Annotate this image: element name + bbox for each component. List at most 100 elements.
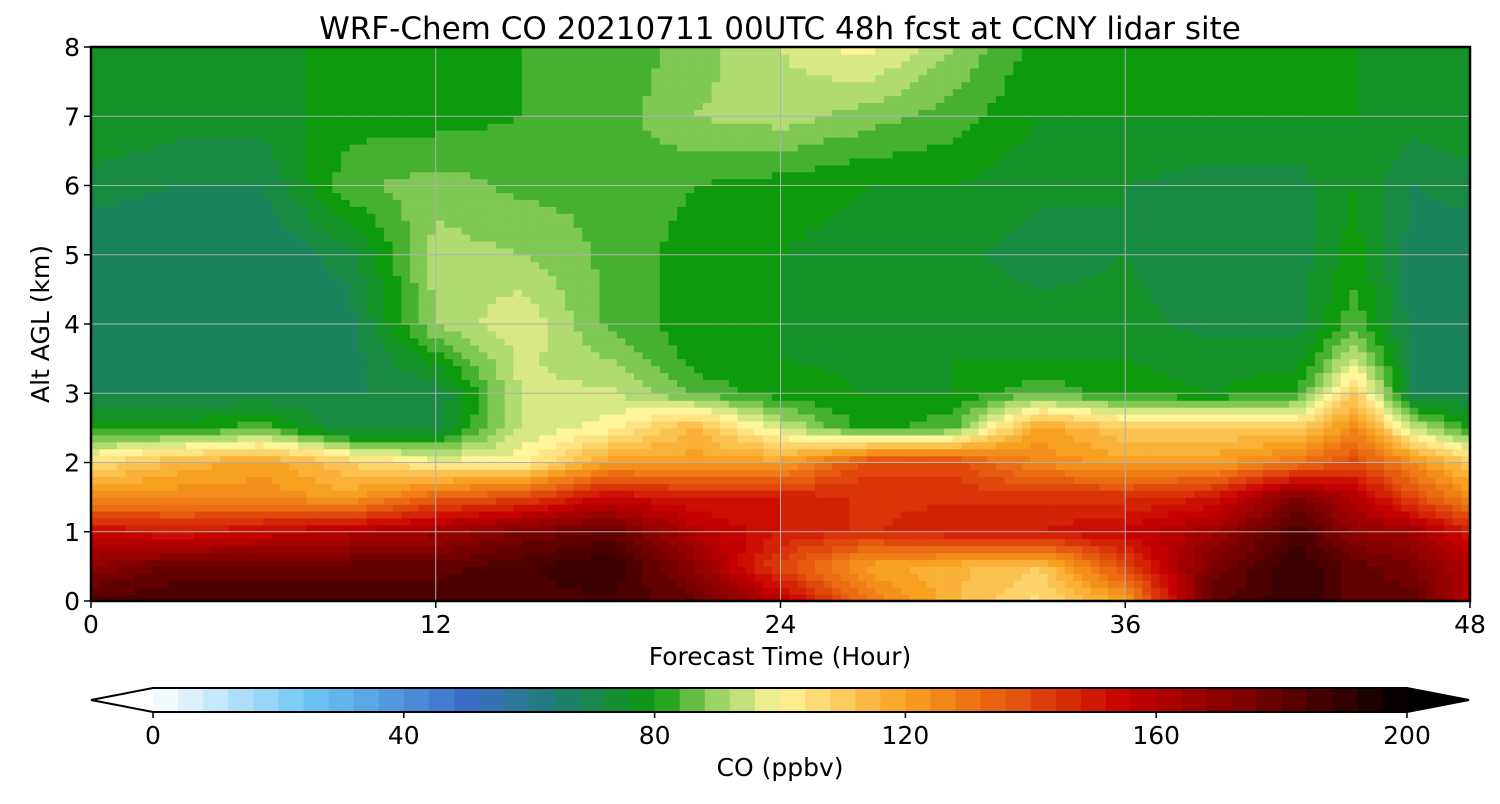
heatmap-cell <box>384 559 394 567</box>
heatmap-cell <box>194 587 204 595</box>
heatmap-cell <box>513 538 523 547</box>
heatmap-cell <box>461 538 471 547</box>
heatmap-cell <box>1418 552 1428 561</box>
heatmap-cell <box>1461 587 1470 595</box>
heatmap-cell <box>789 497 799 505</box>
heatmap-cell <box>1340 531 1350 540</box>
heatmap-cell <box>840 552 851 561</box>
heatmap-cell <box>271 469 282 477</box>
heatmap-cell <box>1340 448 1350 457</box>
heatmap-cell <box>625 510 635 519</box>
heatmap-cell <box>694 386 704 394</box>
heatmap-cell <box>771 462 782 471</box>
heatmap-cell <box>159 414 170 422</box>
heatmap-cell <box>1125 531 1135 540</box>
heatmap-cell <box>858 580 868 588</box>
heatmap-cell <box>142 407 152 415</box>
heatmap-cell <box>1245 566 1256 574</box>
heatmap-cell <box>504 552 514 561</box>
heatmap-cell <box>1082 393 1092 401</box>
heatmap-cell <box>530 441 540 450</box>
heatmap-cell <box>1444 490 1454 498</box>
heatmap-cell <box>832 531 842 540</box>
heatmap-cell <box>1013 448 1023 457</box>
heatmap-cell <box>797 420 807 429</box>
heatmap-cell <box>582 573 592 581</box>
heatmap-cell <box>332 504 342 512</box>
heatmap-cell <box>728 462 739 471</box>
heatmap-cell <box>418 504 428 512</box>
heatmap-cell <box>1375 407 1385 415</box>
heatmap-cell <box>194 448 204 457</box>
heatmap-cell <box>263 594 273 601</box>
heatmap-cell <box>1297 517 1307 526</box>
heatmap-cell <box>987 420 997 429</box>
heatmap-cell <box>358 441 368 450</box>
heatmap-cell <box>108 566 118 574</box>
heatmap-cell <box>306 448 316 457</box>
heatmap-cell <box>1289 566 1299 574</box>
heatmap-cell <box>806 504 816 512</box>
heatmap-cell <box>1194 434 1204 443</box>
heatmap-cell <box>1004 393 1014 401</box>
heatmap-cell <box>1332 517 1342 526</box>
heatmap-cell <box>763 420 773 429</box>
heatmap-cell <box>1039 386 1049 394</box>
heatmap-cell <box>1220 531 1230 540</box>
heatmap-cell <box>659 407 670 415</box>
heatmap-cell <box>1004 573 1014 581</box>
heatmap-cell <box>452 434 463 443</box>
heatmap-cell <box>263 587 273 595</box>
heatmap-cell <box>927 455 937 464</box>
heatmap-cell <box>1357 573 1368 581</box>
heatmap-cell <box>185 524 196 533</box>
heatmap-cell <box>203 552 213 561</box>
heatmap-cell <box>1108 573 1118 581</box>
heatmap-cell <box>901 573 911 581</box>
heatmap-cell <box>970 469 980 477</box>
heatmap-cell <box>737 476 747 484</box>
heatmap-cell <box>1401 407 1411 415</box>
heatmap-cell <box>789 545 799 554</box>
heatmap-cell <box>599 573 609 581</box>
heatmap-cell <box>134 587 144 595</box>
heatmap-cell <box>461 504 471 512</box>
heatmap-cell <box>358 580 368 588</box>
heatmap-cell <box>633 497 644 505</box>
heatmap-cell <box>461 441 471 450</box>
heatmap-cell <box>1271 393 1281 401</box>
heatmap-cell <box>539 517 549 526</box>
heatmap-cell <box>918 407 928 415</box>
heatmap-cell <box>384 497 394 505</box>
heatmap-cell <box>1271 469 1281 477</box>
heatmap-cell <box>918 531 928 540</box>
heatmap-cell <box>237 379 247 387</box>
heatmap-cell <box>168 552 178 561</box>
heatmap-cell <box>952 594 963 601</box>
heatmap-cell <box>452 427 463 436</box>
heatmap-cell <box>1314 538 1325 547</box>
heatmap-cell <box>1306 594 1316 601</box>
heatmap-cell <box>702 497 713 505</box>
heatmap-cell <box>892 545 902 554</box>
heatmap-cell <box>970 427 980 436</box>
heatmap-cell <box>832 400 842 408</box>
heatmap-cell <box>573 441 583 450</box>
heatmap-cell <box>1452 573 1462 581</box>
heatmap-cell <box>1340 504 1350 512</box>
heatmap-cell <box>565 573 575 581</box>
heatmap-cell <box>1056 427 1066 436</box>
heatmap-cell <box>108 455 118 464</box>
heatmap-cell <box>677 386 687 394</box>
heatmap-cell <box>814 573 825 581</box>
heatmap-cell <box>651 517 661 526</box>
heatmap-cell <box>806 524 816 533</box>
heatmap-cell <box>530 587 540 595</box>
heatmap-cell <box>384 400 394 408</box>
heatmap-cell <box>470 587 480 595</box>
heatmap-cell <box>1452 524 1462 533</box>
heatmap-cell <box>384 476 394 484</box>
heatmap-cell <box>952 524 963 533</box>
heatmap-cell <box>1133 504 1144 512</box>
heatmap-cell <box>1271 462 1281 471</box>
